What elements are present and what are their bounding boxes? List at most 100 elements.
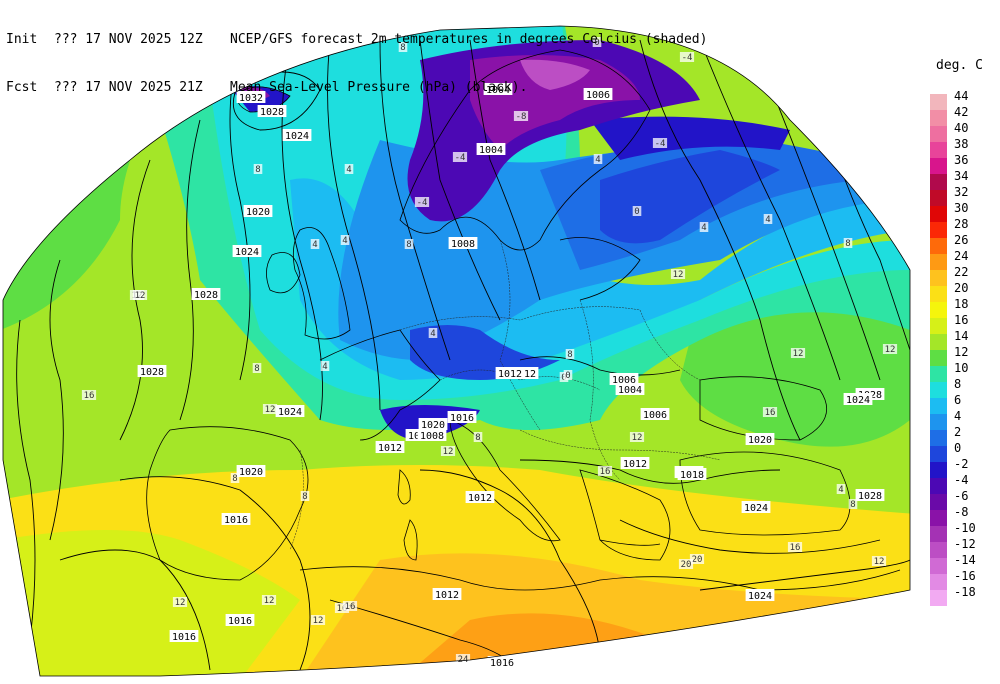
isobar-line bbox=[699, 559, 910, 591]
pressure-label: 1004 bbox=[486, 85, 510, 96]
isobar-line bbox=[281, 39, 323, 421]
isobar-line bbox=[59, 549, 211, 671]
legend-swatch bbox=[930, 398, 947, 414]
pressure-label-box bbox=[232, 245, 262, 257]
legend-label: -12 bbox=[954, 537, 976, 551]
temperature-label: 4 bbox=[765, 215, 770, 225]
temperature-label: 4 bbox=[701, 223, 706, 233]
isobar-line bbox=[179, 119, 201, 421]
temperature-label: 8 bbox=[567, 350, 572, 360]
temperature-label-box bbox=[132, 290, 148, 300]
pressure-label: 1016 bbox=[224, 515, 248, 526]
legend-swatch bbox=[930, 222, 947, 238]
header-line-2: Fcst ??? 17 NOV 2025 21Z Mean Sea-Level Pr… bbox=[6, 80, 707, 96]
temperature-label-box bbox=[262, 404, 278, 414]
isobars bbox=[16, 39, 910, 671]
pressure-label: 1012 bbox=[435, 590, 459, 601]
pressure-label: 1012 bbox=[498, 369, 522, 380]
legend-swatch bbox=[930, 590, 947, 606]
temperature-label: 12 bbox=[265, 405, 276, 415]
legend-swatch bbox=[930, 478, 947, 494]
temperature-label-box bbox=[882, 344, 898, 354]
pressure-label-box bbox=[620, 457, 650, 469]
pressure-label-box bbox=[640, 408, 670, 420]
temperature-label-box bbox=[230, 473, 240, 483]
legend-label: 16 bbox=[954, 313, 969, 327]
temperature-label-box bbox=[678, 559, 694, 569]
temperature-label-box bbox=[632, 206, 642, 216]
legend-swatch bbox=[930, 446, 947, 462]
temperature-label: 4 bbox=[430, 329, 435, 339]
isobar-line bbox=[619, 519, 881, 554]
legend-label: -16 bbox=[954, 569, 976, 583]
forecast-label: Fcst bbox=[6, 80, 38, 95]
temperature-label-box bbox=[404, 239, 414, 249]
legend-swatch bbox=[930, 414, 947, 430]
pressure-label-box bbox=[843, 393, 873, 405]
temperature-label-box bbox=[81, 390, 97, 400]
legend-swatch bbox=[930, 206, 947, 222]
temperature-label: 4 bbox=[322, 362, 327, 372]
pressure-label: 1024 bbox=[846, 395, 870, 406]
temperature-label: 16 bbox=[337, 604, 348, 614]
temperature-label: 4 bbox=[595, 155, 600, 165]
legend-label: 28 bbox=[954, 217, 969, 231]
init-description: NCEP/GFS forecast 2m temperatures in deg… bbox=[230, 32, 708, 47]
temperature-label: 0 bbox=[565, 371, 570, 381]
temperature-label-box bbox=[452, 152, 468, 162]
legend-label: 34 bbox=[954, 169, 969, 183]
pressure-label-box bbox=[243, 205, 273, 217]
pressure-label: 1006 bbox=[643, 410, 667, 421]
isobar-line bbox=[699, 39, 841, 381]
legend-swatch bbox=[930, 110, 947, 126]
temperature-label-box bbox=[787, 542, 803, 552]
pressure-label: 1020 bbox=[421, 420, 445, 431]
pressure-label-box bbox=[855, 489, 885, 501]
temperature-label-box bbox=[836, 484, 846, 494]
pressure-label: 1024 bbox=[285, 131, 309, 142]
legend-swatch bbox=[930, 142, 947, 158]
temperature-label-box bbox=[679, 52, 695, 62]
legend-swatch bbox=[930, 94, 947, 110]
temperature-label-box bbox=[652, 138, 668, 148]
legend-label: 4 bbox=[954, 409, 962, 423]
map-border bbox=[2, 25, 911, 677]
legend-label: 22 bbox=[954, 265, 969, 279]
pressure-label: 1028 bbox=[858, 491, 882, 502]
temperature-label: 12 bbox=[175, 598, 186, 608]
pressure-labels: 1032 1028 1024 1020 1024 1028 1028 1024 1020 1016… bbox=[137, 83, 885, 669]
pressure-label-box bbox=[375, 441, 405, 453]
legend-swatch bbox=[930, 158, 947, 174]
temperature-label-box bbox=[592, 37, 602, 47]
legend-label: 6 bbox=[954, 393, 962, 407]
temperature-label-box bbox=[342, 601, 358, 611]
temperature-label-box bbox=[843, 238, 853, 248]
isobar-line bbox=[379, 39, 451, 361]
map-header: Init ??? 17 NOV 2025 12Z NCEP/GFS forecast… bbox=[6, 0, 707, 112]
temperature-label: 4 bbox=[838, 485, 843, 495]
temperature-label: 8 bbox=[255, 165, 260, 175]
temperature-label: 12 bbox=[885, 345, 896, 355]
pressure-label-box bbox=[448, 237, 478, 249]
pressure-label: 1024 bbox=[235, 247, 259, 258]
legend-label: 0 bbox=[954, 441, 962, 455]
temperature-label: 16 bbox=[84, 391, 95, 401]
pressure-label-box bbox=[221, 513, 251, 525]
legend-label: 26 bbox=[954, 233, 969, 247]
temperature-label: -4 bbox=[417, 198, 428, 208]
temperature-label: 0 bbox=[594, 38, 599, 48]
temperature-label-box bbox=[790, 348, 806, 358]
temperature-label-box bbox=[252, 363, 262, 373]
temperature-label-box bbox=[334, 603, 350, 613]
temperature-label: 8 bbox=[406, 240, 411, 250]
isobar-line bbox=[119, 159, 151, 441]
temperature-label-box bbox=[455, 654, 471, 664]
legend-swatch bbox=[930, 190, 947, 206]
legend-swatch bbox=[930, 174, 947, 190]
legend-label: -8 bbox=[954, 505, 969, 519]
legend-label: -18 bbox=[954, 585, 976, 599]
pressure-label-box bbox=[483, 83, 513, 95]
forecast-description: Mean Sea-Level Pressure (hPa) (black). bbox=[230, 80, 528, 95]
isobar-line bbox=[419, 39, 501, 321]
